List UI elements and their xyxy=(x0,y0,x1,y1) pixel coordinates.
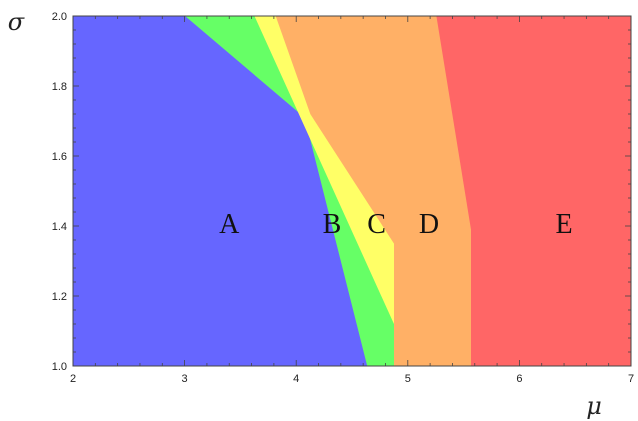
x-tick-label: 3 xyxy=(182,373,188,385)
x-axis: 2 3 4 5 6 7 xyxy=(70,16,634,385)
y-tick-label: 1.8 xyxy=(52,81,67,93)
region-label-b: B xyxy=(323,209,342,240)
y-tick-label: 2.0 xyxy=(52,11,67,23)
x-tick-label: 7 xyxy=(628,373,634,385)
region-label-e: E xyxy=(555,209,572,240)
x-axis-title: μ xyxy=(586,392,602,420)
regions-layer xyxy=(72,15,632,367)
y-tick-label: 1.6 xyxy=(52,151,67,163)
x-tick-label: 2 xyxy=(70,373,76,385)
y-tick-label: 1.0 xyxy=(52,361,67,373)
region-label-d: D xyxy=(419,209,439,240)
region-label-a: A xyxy=(219,209,240,240)
region-label-c: C xyxy=(367,209,386,240)
x-tick-label: 5 xyxy=(405,373,411,385)
y-axis: 1.0 1.2 1.4 1.6 1.8 2.0 xyxy=(52,11,631,373)
y-axis-title: σ xyxy=(8,8,25,36)
plot-frame xyxy=(72,15,632,367)
y-tick-label: 1.4 xyxy=(52,221,67,233)
y-tick-label: 1.2 xyxy=(52,291,67,303)
x-tick-label: 4 xyxy=(293,373,299,385)
x-tick-label: 6 xyxy=(516,373,522,385)
